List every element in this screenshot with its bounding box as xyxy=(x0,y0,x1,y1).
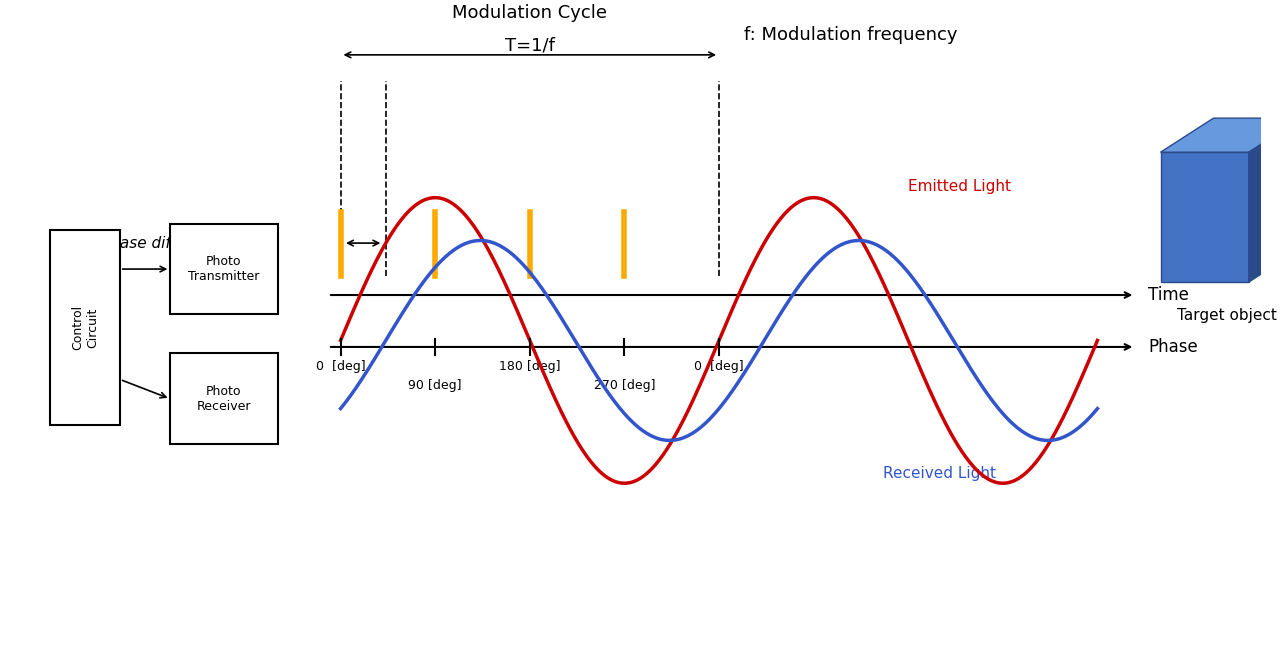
Text: f: Modulation frequency: f: Modulation frequency xyxy=(745,26,958,44)
Polygon shape xyxy=(1249,118,1284,282)
Text: 90 [deg]: 90 [deg] xyxy=(408,379,462,393)
Text: Emitted Light: Emitted Light xyxy=(908,179,1012,194)
Text: Modulation Cycle: Modulation Cycle xyxy=(452,5,607,22)
Text: 270 [deg]: 270 [deg] xyxy=(593,379,655,393)
FancyBboxPatch shape xyxy=(171,224,277,314)
Text: Phase: Phase xyxy=(1148,338,1198,356)
Polygon shape xyxy=(1161,118,1284,152)
Polygon shape xyxy=(1161,152,1249,282)
Text: Control
Circuit: Control Circuit xyxy=(71,305,99,350)
Text: 0  [deg]: 0 [deg] xyxy=(695,360,743,373)
FancyBboxPatch shape xyxy=(171,353,277,444)
Text: Photo
Transmitter: Photo Transmitter xyxy=(189,255,259,283)
Text: Phase difference “pd”: Phase difference “pd” xyxy=(101,235,268,250)
Text: Received Light: Received Light xyxy=(883,466,996,481)
Text: 0  [deg]: 0 [deg] xyxy=(316,360,366,373)
Text: Target object: Target object xyxy=(1177,308,1276,323)
FancyBboxPatch shape xyxy=(50,230,119,425)
Text: Time: Time xyxy=(1148,286,1189,304)
Text: T=1/f: T=1/f xyxy=(505,37,555,55)
Text: Photo
Receiver: Photo Receiver xyxy=(196,385,252,413)
Text: 180 [deg]: 180 [deg] xyxy=(499,360,561,373)
